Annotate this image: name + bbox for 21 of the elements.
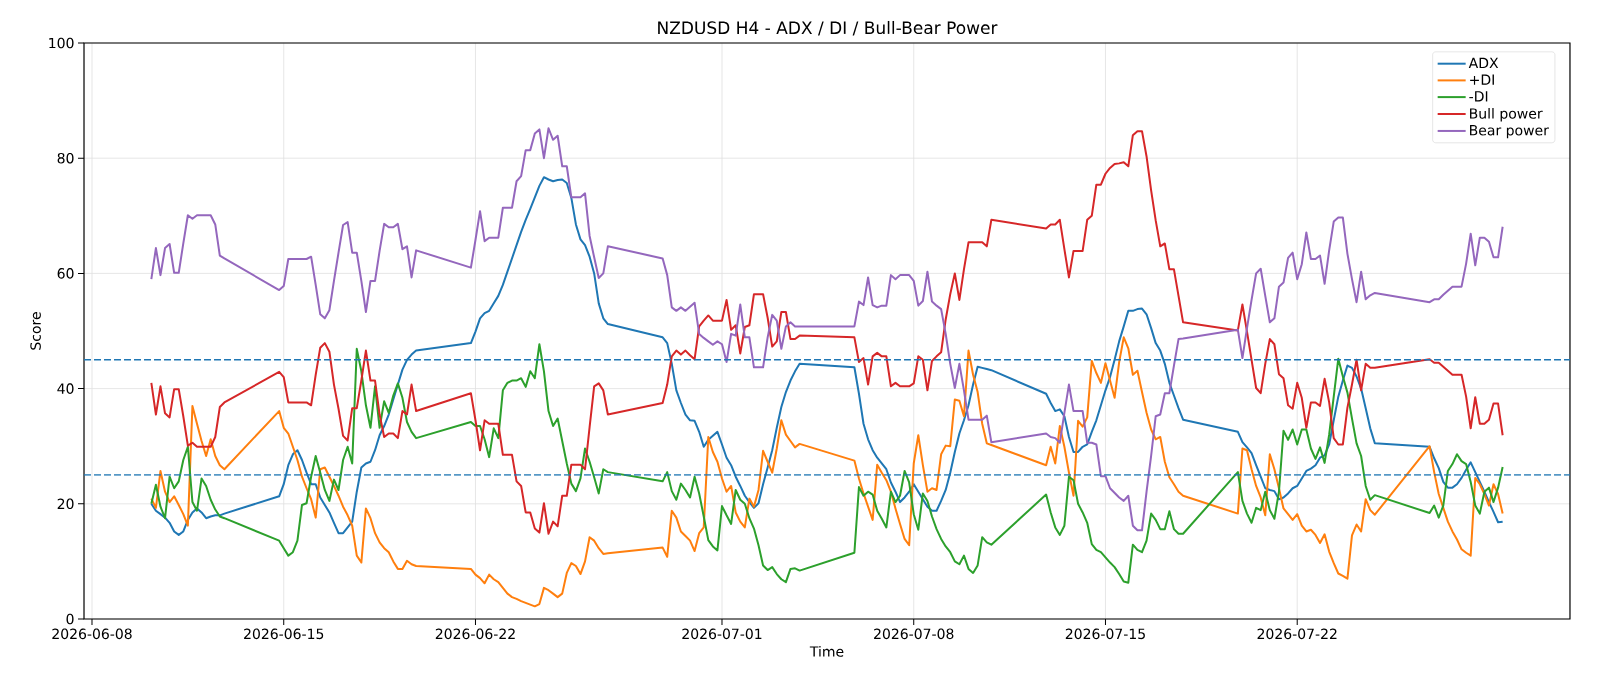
x-axis-title: Time: [809, 645, 844, 657]
y-axis-title: Score: [30, 312, 41, 350]
y-tick-label: 0: [66, 613, 74, 625]
x-tick-label: 2026-07-08: [874, 628, 954, 640]
y-tick-label: 80: [57, 152, 74, 164]
y-tick-label: 60: [57, 268, 74, 279]
x-tick-label: 2026-06-08: [52, 628, 132, 640]
chart-title: NZDUSD H4 - ADX / DI / Bull-Bear Power: [658, 20, 998, 36]
legend-label: +DI: [1470, 74, 1494, 85]
legend-label: Bear power: [1470, 125, 1549, 139]
x-tick-label: 2026-06-15: [244, 628, 324, 640]
x-tick-label: 2026-07-22: [1257, 628, 1337, 640]
legend-label: -DI: [1469, 91, 1488, 102]
x-tick-label: 2026-06-22: [435, 628, 515, 640]
x-tick-label: 2026-07-01: [682, 628, 762, 640]
y-tick-label: 40: [57, 383, 74, 394]
legend-label: ADX: [1468, 57, 1499, 69]
y-tick-label: 20: [57, 498, 74, 510]
legend-label: Bull power: [1470, 107, 1543, 122]
x-tick-label: 2026-07-15: [1065, 628, 1145, 640]
y-tick-label: 100: [49, 37, 74, 49]
